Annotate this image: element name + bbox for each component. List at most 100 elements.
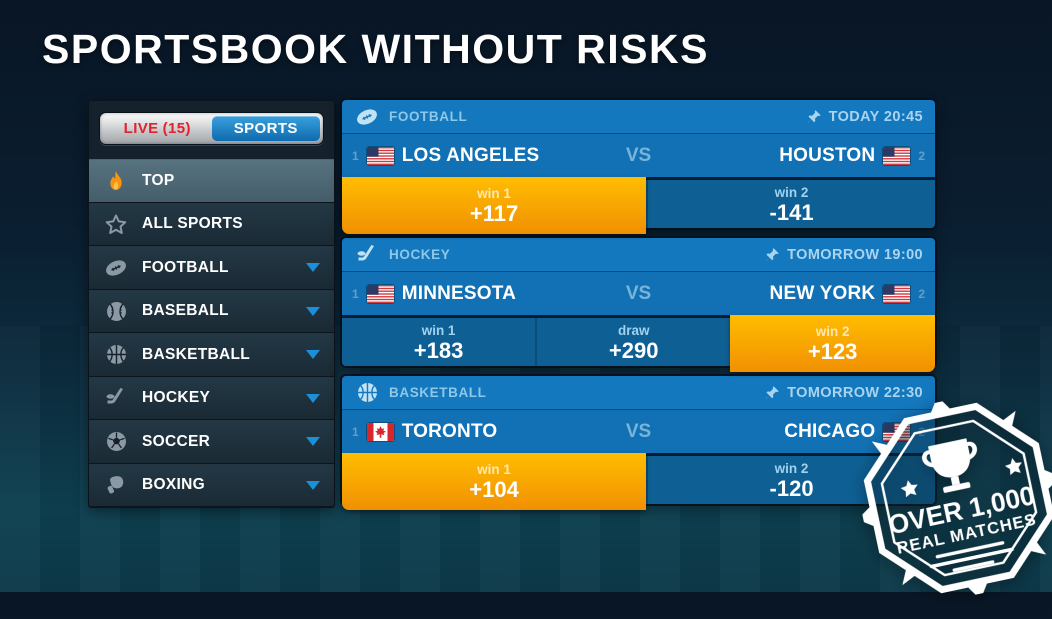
chevron-down-icon	[306, 437, 320, 447]
odds-value: -120	[769, 475, 814, 501]
page-title: SPORTSBOOK WITHOUT RISKS	[42, 26, 709, 72]
match-time-text: TOMORROW 19:00	[787, 246, 923, 263]
odds-button-win1[interactable]: win 1 +183	[342, 318, 536, 366]
sport-label: HOCKEY	[389, 247, 451, 262]
odds-label: win 1	[477, 462, 511, 477]
pin-icon	[807, 110, 821, 123]
team-away: NEW YORK 2	[670, 283, 925, 305]
sidebar-item-boxing[interactable]: BOXING	[89, 463, 334, 507]
match-time-text: TOMORROW 22:30	[787, 384, 923, 401]
usa-flag	[366, 146, 394, 165]
live-count: (15)	[162, 120, 191, 137]
odds-label: win 2	[774, 184, 809, 200]
match-teams-row[interactable]: 1 TORONTO VS CHICAGO 2	[342, 409, 935, 453]
trophy-icon	[922, 438, 978, 493]
match-teams-row[interactable]: 1 MINNESOTA VS NEW YORK 2	[342, 271, 935, 315]
live-label: LIVE	[123, 120, 159, 137]
tab-sports[interactable]: SPORTS	[211, 116, 320, 141]
odds-value: +183	[413, 337, 464, 363]
sidebar-item-label: BOXING	[142, 476, 205, 494]
canada-flag	[366, 422, 394, 441]
odds-label: win 2	[815, 324, 850, 339]
match-teams-row[interactable]: 1 LOS ANGELES VS HOUSTON 2	[342, 133, 935, 177]
sidebar-item-label: ALL SPORTS	[142, 215, 243, 233]
usa-flag	[883, 146, 911, 165]
hockey-icon	[103, 386, 129, 410]
sidebar-item-soccer[interactable]: SOCCER	[89, 420, 334, 464]
tab-live[interactable]: LIVE (15)	[103, 116, 212, 141]
sidebar-item-top[interactable]: TOP	[89, 159, 334, 203]
odds-label: win 2	[774, 460, 809, 476]
odds-value: +104	[469, 477, 519, 502]
sidebar-item-label: TOP	[142, 171, 175, 189]
odds-value: +123	[807, 339, 858, 364]
chevron-down-icon	[306, 306, 320, 316]
odds-label: win 1	[421, 322, 456, 338]
chevron-down-icon	[306, 480, 320, 490]
team-number: 1	[352, 148, 359, 163]
team-name: CHICAGO	[784, 420, 876, 442]
usa-flag	[883, 284, 911, 303]
odds-label: draw	[617, 322, 650, 338]
sidebar-item-basketball[interactable]: BASKETBALL	[89, 333, 334, 377]
sidebar-item-all-sports[interactable]: ALL SPORTS	[89, 202, 334, 246]
team-name: TORONTO	[401, 420, 498, 442]
basketball-icon	[354, 381, 380, 405]
sidebar-item-label: BASEBALL	[142, 302, 229, 320]
odds-button-win2[interactable]: win 2 -141	[646, 180, 935, 228]
match-card-football: FOOTBALL TODAY 20:45 1 LOS ANGELES VS HO…	[342, 100, 935, 234]
match-card-hockey: HOCKEY TOMORROW 19:00 1 MINNESOTA VS NEW…	[342, 238, 935, 372]
team-away: HOUSTON 2	[670, 145, 925, 167]
odds-row: win 1 +183 draw +290 win 2 +123	[342, 315, 935, 372]
match-card-basketball: BASKETBALL TOMORROW 22:30 1 TORONTO VS C…	[342, 376, 935, 510]
team-number: 2	[918, 148, 925, 163]
team-number: 1	[352, 286, 359, 301]
sidebar-item-label: BASKETBALL	[142, 345, 251, 363]
hockey-icon	[354, 243, 380, 267]
vs-label: VS	[625, 282, 652, 304]
baseball-icon	[103, 299, 129, 323]
sidebar-item-label: SOCCER	[142, 432, 211, 450]
odds-button-win1[interactable]: win 1 +117	[342, 177, 647, 234]
odds-button-win2[interactable]: win 2 +123	[730, 315, 935, 372]
team-home: 1 MINNESOTA	[352, 283, 607, 305]
match-card-header: BASKETBALL TOMORROW 22:30	[342, 376, 935, 409]
odds-button-win1[interactable]: win 1 +104	[342, 453, 647, 510]
odds-button-draw[interactable]: draw +290	[535, 318, 731, 366]
sidebar: LIVE (15) SPORTS TOP ALL SPORTS FOOTBALL	[88, 100, 335, 508]
sidebar-item-label: FOOTBALL	[142, 258, 229, 276]
football-icon	[354, 105, 380, 129]
odds-value: +290	[608, 337, 659, 363]
sports-menu: TOP ALL SPORTS FOOTBALL BASEBALL	[89, 159, 334, 507]
team-name: NEW YORK	[769, 282, 876, 304]
team-name: HOUSTON	[779, 144, 876, 166]
star-icon	[103, 212, 129, 236]
match-time: TODAY 20:45	[807, 109, 923, 125]
sidebar-item-football[interactable]: FOOTBALL	[89, 246, 334, 290]
odds-row: win 1 +104 win 2 -120	[342, 453, 935, 510]
team-number: 1	[352, 424, 359, 439]
team-name: MINNESOTA	[401, 282, 517, 304]
odds-value: -141	[769, 199, 814, 225]
odds-button-win2[interactable]: win 2 -120	[646, 456, 935, 504]
chevron-down-icon	[306, 393, 320, 403]
team-home: 1 TORONTO	[352, 421, 607, 443]
over-1000-matches-badge: OVER 1,000 REAL MATCHES	[843, 382, 1052, 614]
team-home: 1 LOS ANGELES	[352, 145, 607, 167]
match-time: TOMORROW 19:00	[765, 247, 923, 263]
vs-label: VS	[625, 420, 652, 442]
chevron-down-icon	[306, 350, 320, 360]
sport-label: FOOTBALL	[389, 109, 468, 124]
team-name: LOS ANGELES	[401, 144, 540, 166]
match-list: FOOTBALL TODAY 20:45 1 LOS ANGELES VS HO…	[342, 100, 935, 514]
badge-inner-octagon	[880, 419, 1038, 577]
pin-icon	[765, 386, 779, 399]
sidebar-item-baseball[interactable]: BASEBALL	[89, 289, 334, 333]
odds-value: +117	[469, 201, 519, 226]
sidebar-item-hockey[interactable]: HOCKEY	[89, 376, 334, 420]
boxing-icon	[103, 473, 129, 497]
basketball-icon	[103, 343, 129, 367]
match-time-text: TODAY 20:45	[828, 108, 923, 125]
odds-row: win 1 +117 win 2 -141	[342, 177, 935, 234]
match-card-header: HOCKEY TOMORROW 19:00	[342, 238, 935, 271]
